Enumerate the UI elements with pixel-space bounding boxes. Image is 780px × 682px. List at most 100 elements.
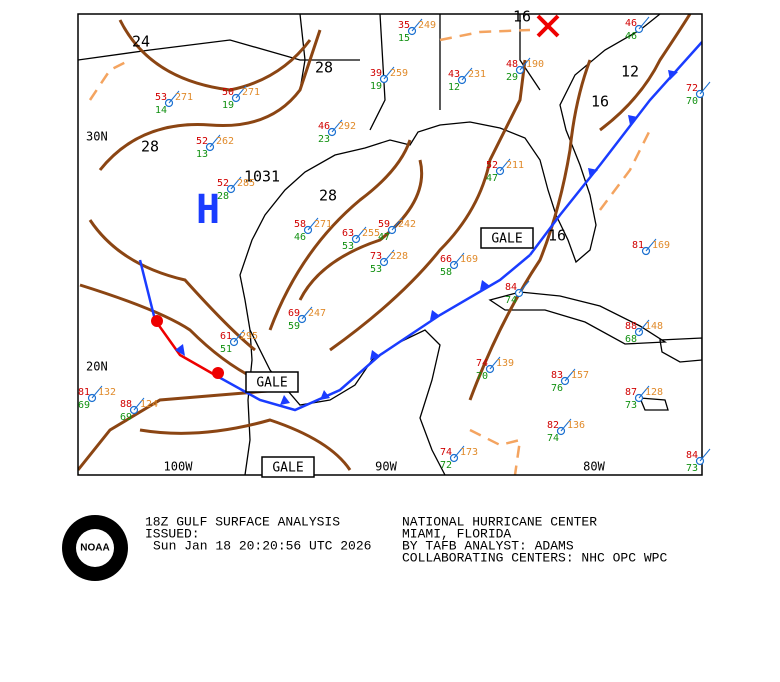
station-pressure: 285 bbox=[237, 178, 255, 189]
station-pressure: 247 bbox=[308, 308, 326, 319]
station-pressure: 242 bbox=[398, 219, 416, 230]
station-temp: 84 bbox=[505, 282, 517, 293]
wind-barb bbox=[519, 57, 531, 71]
front-bump bbox=[151, 315, 163, 327]
wind-barb bbox=[235, 85, 247, 99]
wind-barb bbox=[133, 397, 145, 411]
isobar-label: 24 bbox=[132, 33, 150, 51]
product-title: 18Z GULF SURFACE ANALYSIS bbox=[145, 514, 340, 529]
wind-barb bbox=[461, 67, 473, 81]
station-pressure: 231 bbox=[468, 69, 486, 80]
gale-label: GALE bbox=[491, 232, 522, 247]
wind-barb bbox=[645, 238, 657, 252]
station-dewpoint: 73 bbox=[686, 463, 698, 474]
station-temp: 46 bbox=[318, 121, 330, 132]
station-pressure: 173 bbox=[460, 447, 478, 458]
station-temp: 63 bbox=[342, 228, 354, 239]
station-pressure: 148 bbox=[645, 321, 663, 332]
station-temp: 84 bbox=[686, 450, 698, 461]
station-dewpoint: 53 bbox=[342, 241, 354, 252]
station-temp: 83 bbox=[551, 370, 563, 381]
isobar-label: 28 bbox=[315, 59, 333, 77]
wind-barb bbox=[307, 217, 319, 231]
low-center bbox=[536, 14, 560, 38]
station-temp: 74 bbox=[476, 358, 488, 369]
station-dewpoint: 69 bbox=[78, 400, 90, 411]
wind-barb bbox=[489, 356, 501, 370]
station-dewpoint: 46 bbox=[294, 232, 306, 243]
station-temp: 52 bbox=[217, 178, 229, 189]
high-center: H bbox=[196, 187, 220, 233]
isobar-label: 28 bbox=[319, 187, 337, 205]
station-temp: 46 bbox=[625, 18, 637, 29]
station-temp: 87 bbox=[625, 387, 637, 398]
coastlines bbox=[78, 14, 702, 475]
station-dewpoint: 58 bbox=[440, 267, 452, 278]
station-dewpoint: 28 bbox=[217, 191, 229, 202]
station-dewpoint: 76 bbox=[551, 383, 563, 394]
map-background bbox=[78, 14, 702, 475]
station-pressure: 128 bbox=[645, 387, 663, 398]
station-temp: 81 bbox=[78, 387, 90, 398]
noaa-logo-text: NOAA bbox=[80, 543, 109, 554]
station-temp: 66 bbox=[440, 254, 452, 265]
station-pressure: 157 bbox=[571, 370, 589, 381]
station-pressure: 295 bbox=[240, 331, 258, 342]
issued-time: Sun Jan 18 20:20:56 UTC 2026 bbox=[153, 538, 371, 553]
station-dewpoint: 74 bbox=[547, 433, 559, 444]
station-pressure: 255 bbox=[362, 228, 380, 239]
wind-barb bbox=[209, 134, 221, 148]
station-temp: 39 bbox=[370, 68, 382, 79]
analyst: BY TAFB ANALYST: ADAMS bbox=[402, 538, 574, 553]
wind-barb bbox=[564, 368, 576, 382]
station-dewpoint: 47 bbox=[378, 232, 390, 243]
wind-barb bbox=[168, 90, 180, 104]
station-dewpoint: 29 bbox=[506, 72, 518, 83]
station-pressure: 139 bbox=[496, 358, 514, 369]
map-frame bbox=[77, 13, 703, 476]
wind-barb bbox=[699, 448, 711, 462]
wind-barb bbox=[233, 329, 245, 343]
wind-barb bbox=[383, 66, 395, 80]
stationary-front bbox=[153, 319, 216, 377]
station-dewpoint: 68 bbox=[625, 334, 637, 345]
wind-barb bbox=[518, 280, 530, 294]
lon-label: 100W bbox=[164, 460, 194, 474]
lat-label: 20N bbox=[86, 360, 108, 374]
isobar-label: 12 bbox=[621, 63, 639, 81]
gale-box bbox=[480, 227, 534, 249]
station-temp: 43 bbox=[448, 69, 460, 80]
center-name: NATIONAL HURRICANE CENTER bbox=[402, 514, 597, 529]
station-pressure: 169 bbox=[652, 240, 670, 251]
station-temp: 59 bbox=[378, 219, 390, 230]
station-dewpoint: 15 bbox=[398, 33, 410, 44]
noaa-logo-inner bbox=[76, 529, 114, 567]
map-body bbox=[78, 14, 702, 475]
wind-barb bbox=[331, 119, 343, 133]
station-dewpoint: 59 bbox=[288, 321, 300, 332]
wind-barb bbox=[499, 158, 511, 172]
lon-label: 90W bbox=[375, 460, 397, 474]
wind-barb bbox=[560, 418, 572, 432]
front-pips bbox=[175, 70, 678, 405]
station-pressure: 271 bbox=[314, 219, 332, 230]
cold-front bbox=[138, 259, 157, 321]
station-dewpoint: 47 bbox=[486, 173, 498, 184]
station-dewpoint: 23 bbox=[318, 134, 330, 145]
station-pressure: 292 bbox=[338, 121, 356, 132]
station-dewpoint: 72 bbox=[440, 460, 452, 471]
gale-label: GALE bbox=[272, 461, 303, 476]
wind-barb bbox=[355, 226, 367, 240]
troughs bbox=[88, 28, 652, 475]
wind-barb bbox=[230, 176, 242, 190]
station-dewpoint: 69 bbox=[120, 412, 132, 423]
station-pressure: 136 bbox=[567, 420, 585, 431]
station-dewpoint: 12 bbox=[448, 82, 460, 93]
station-temp: 52 bbox=[486, 160, 498, 171]
station-pressure: 262 bbox=[216, 136, 234, 147]
collaborating-centers: COLLABORATING CENTERS: NHC OPC WPC bbox=[402, 550, 667, 565]
station-pressure: 132 bbox=[98, 387, 116, 398]
wind-barb bbox=[391, 217, 403, 231]
